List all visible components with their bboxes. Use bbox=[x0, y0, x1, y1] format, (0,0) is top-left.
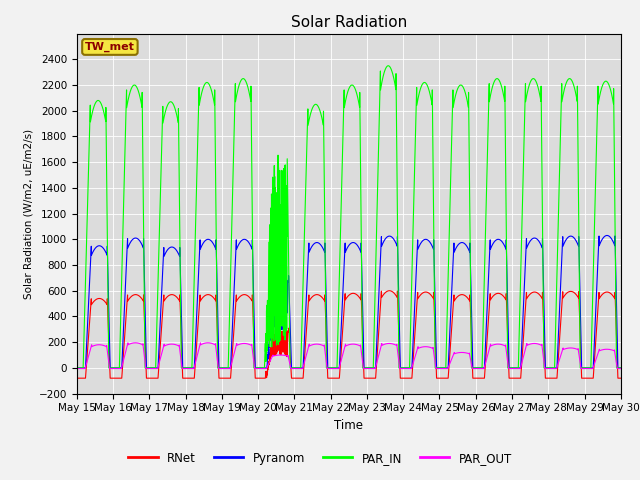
Line: Pyranom: Pyranom bbox=[77, 236, 621, 368]
PAR_IN bbox=[617, 365, 625, 371]
RNet bbox=[617, 375, 625, 381]
PAR_OUT bbox=[73, 366, 81, 372]
Line: RNet: RNet bbox=[77, 291, 621, 378]
RNet bbox=[471, 375, 479, 381]
RNet bbox=[502, 296, 509, 302]
PAR_IN bbox=[471, 365, 479, 371]
Pyranom bbox=[73, 365, 81, 371]
RNet bbox=[616, 375, 624, 381]
Pyranom bbox=[328, 365, 336, 371]
Line: PAR_IN: PAR_IN bbox=[77, 66, 621, 368]
RNet bbox=[328, 375, 336, 381]
RNet bbox=[171, 292, 179, 298]
Pyranom bbox=[617, 365, 625, 371]
PAR_OUT bbox=[471, 366, 479, 372]
PAR_IN bbox=[171, 104, 179, 110]
PAR_OUT bbox=[502, 343, 509, 349]
Text: TW_met: TW_met bbox=[85, 42, 135, 52]
RNet bbox=[73, 375, 81, 381]
PAR_OUT bbox=[131, 340, 139, 346]
Pyranom bbox=[616, 365, 624, 371]
PAR_IN bbox=[616, 365, 624, 371]
PAR_IN bbox=[441, 365, 449, 371]
Legend: RNet, Pyranom, PAR_IN, PAR_OUT: RNet, Pyranom, PAR_IN, PAR_OUT bbox=[124, 447, 516, 469]
PAR_OUT bbox=[441, 366, 449, 372]
PAR_IN bbox=[502, 146, 509, 152]
PAR_OUT bbox=[617, 366, 625, 372]
Y-axis label: Solar Radiation (W/m2, uE/m2/s): Solar Radiation (W/m2, uE/m2/s) bbox=[23, 129, 33, 299]
Pyranom bbox=[502, 245, 509, 251]
RNet bbox=[441, 375, 449, 381]
PAR_IN bbox=[328, 365, 336, 371]
PAR_OUT bbox=[171, 342, 179, 348]
PAR_IN bbox=[73, 365, 81, 371]
Pyranom bbox=[171, 245, 179, 251]
PAR_IN bbox=[385, 63, 392, 69]
X-axis label: Time: Time bbox=[334, 419, 364, 432]
Title: Solar Radiation: Solar Radiation bbox=[291, 15, 407, 30]
Pyranom bbox=[470, 365, 478, 371]
RNet bbox=[386, 288, 394, 294]
Line: PAR_OUT: PAR_OUT bbox=[77, 343, 621, 369]
PAR_OUT bbox=[616, 366, 624, 372]
Pyranom bbox=[604, 233, 611, 239]
Pyranom bbox=[440, 365, 448, 371]
PAR_OUT bbox=[328, 366, 336, 372]
